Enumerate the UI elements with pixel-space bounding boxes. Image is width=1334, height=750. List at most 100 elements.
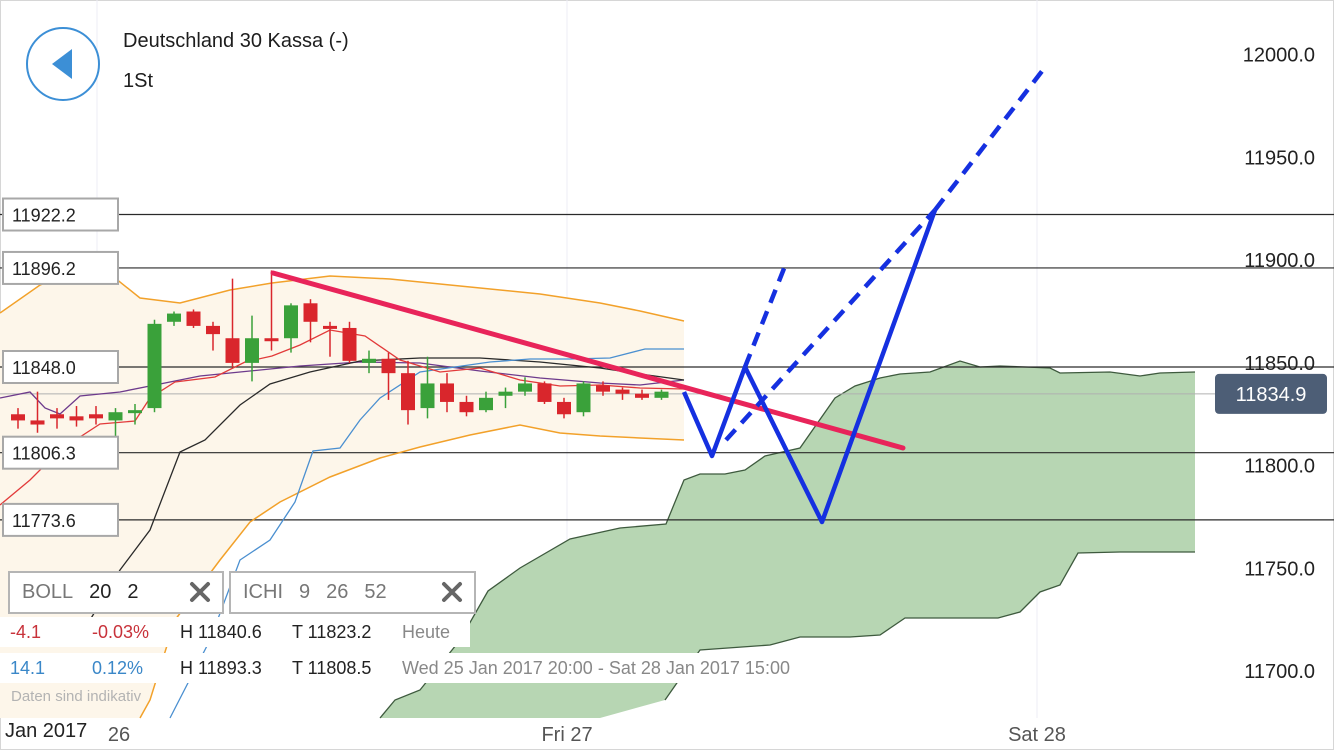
level-label-text: 11922.2 [12, 206, 76, 226]
candle-down [69, 406, 84, 427]
candle-body [50, 414, 64, 419]
candle-body [30, 420, 45, 425]
candle-body [303, 303, 318, 322]
indicator-name: ICHI [243, 581, 283, 603]
indicator-param: 26 [326, 581, 349, 603]
projection-dashed [724, 208, 937, 442]
level-label-box [2, 435, 119, 470]
indicator-param: 20 [89, 581, 112, 603]
close-icon[interactable] [188, 580, 212, 604]
candle-down [342, 321, 357, 363]
indicator-ichi[interactable]: ICHI 9 26 52 [229, 571, 476, 614]
level-label-box [2, 350, 119, 384]
candle-body [440, 383, 454, 402]
cloud-span-b [664, 551, 1195, 701]
candle-body [147, 323, 162, 409]
candle-body [635, 393, 649, 398]
candle-body [69, 416, 84, 421]
level-label: 11896.2 [2, 250, 119, 285]
indicator-boll[interactable]: BOLL 20 2 [8, 571, 224, 614]
x-tick-label: Sat 28 [1008, 724, 1066, 746]
candle-up [576, 381, 591, 417]
candle-body [596, 385, 610, 392]
candle-down [381, 352, 396, 400]
kijun-line [0, 361, 685, 415]
y-tick-label: 11900.0 [1244, 250, 1315, 272]
period-label: Heute [402, 621, 451, 642]
candle-body [459, 401, 474, 413]
period-label: Wed 25 Jan 2017 20:00 - Sat 28 Jan 2017 … [402, 657, 790, 678]
candle-body [167, 313, 181, 322]
candle-up [245, 315, 259, 382]
x-tick-label: 26 [108, 724, 130, 746]
candle-up [420, 356, 435, 419]
candle-body [537, 383, 552, 402]
candle-body [362, 358, 376, 363]
level-label: 11806.3 [2, 435, 119, 470]
high-value: H 11840.6 [180, 621, 262, 642]
chikou-line [89, 357, 685, 621]
candle-body [654, 391, 669, 398]
candle-up [362, 350, 376, 374]
candle-up [498, 387, 513, 409]
level-label: 11922.2 [2, 197, 119, 232]
candle-body [576, 383, 591, 413]
candle-down [537, 381, 552, 404]
candle-body [128, 410, 142, 414]
back-arrow-icon [52, 49, 72, 79]
trend-line [270, 270, 906, 451]
year-label: Jan 2017 [3, 720, 90, 743]
candle-body [615, 389, 630, 394]
candle-down [89, 406, 103, 425]
low-value: T 11823.2 [292, 621, 372, 642]
candle-down [186, 309, 201, 328]
instrument-title: Deutschland 30 Kassa (-) [123, 30, 349, 52]
candle-down [303, 299, 318, 343]
low-value: T 11808.5 [292, 657, 372, 678]
level-label: 11773.6 [2, 502, 119, 537]
y-tick-label: 12000.0 [1243, 45, 1315, 67]
stats-day: -4.1 -0.03% H 11840.6 T 11823.2 Heute [0, 617, 470, 647]
candle-body [420, 383, 435, 409]
candle-body [245, 338, 259, 363]
candle-down [459, 395, 474, 417]
ichimoku-cloud [380, 361, 1195, 718]
indicator-name: BOLL [22, 581, 74, 603]
candle-down [615, 387, 630, 400]
y-tick-label: 11800.0 [1244, 456, 1315, 478]
candle-body [342, 327, 357, 361]
candle-body [225, 338, 240, 363]
candle-body [498, 391, 513, 396]
current-price-text: 11834.9 [1236, 384, 1307, 406]
candle-body [11, 414, 25, 421]
change-value: -4.1 [10, 621, 42, 642]
candle-up [108, 408, 123, 441]
candle-down [264, 270, 279, 351]
projection-dashed [742, 265, 788, 368]
cloud-span-a [379, 360, 1196, 719]
candle-up [167, 311, 181, 326]
candle-down [440, 373, 454, 413]
level-label-box [2, 197, 119, 232]
candle-down [401, 360, 415, 425]
stats-range: 14.1 0.12% H 11893.3 T 11808.5 Wed 25 Ja… [0, 653, 835, 683]
change-percent: -0.03% [92, 621, 150, 642]
back-button[interactable] [26, 27, 100, 101]
candle-body [381, 358, 396, 374]
timeframe-label[interactable]: 1St [123, 70, 154, 92]
level-label-text: 11848.0 [12, 358, 76, 378]
indicator-param: 2 [127, 581, 139, 603]
close-icon[interactable] [440, 580, 464, 604]
projection-dashed [933, 64, 1048, 212]
candle-body [89, 414, 103, 419]
y-tick-label: 11700.0 [1244, 661, 1315, 683]
candle-up [128, 403, 142, 425]
indicator-param: 52 [364, 581, 387, 603]
candle-body [518, 383, 532, 392]
candle-body [264, 338, 279, 342]
level-label-box [2, 250, 119, 285]
candle-body [108, 412, 123, 421]
candle-up [518, 377, 532, 396]
candle-body [284, 305, 298, 339]
